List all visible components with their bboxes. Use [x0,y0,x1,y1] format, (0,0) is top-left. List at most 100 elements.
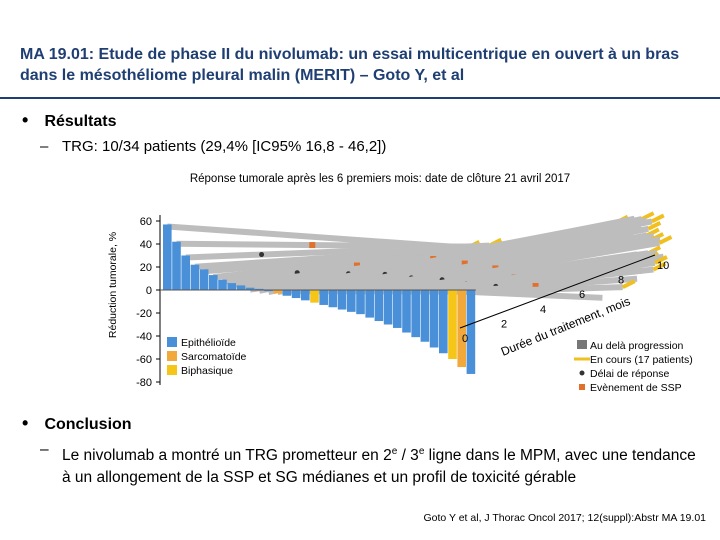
y-tick-label: 20 [140,262,152,274]
patient-bar [264,290,273,292]
results-subline: – TRG: 10/34 patients (29,4% [IC95% 16,8 … [40,138,386,155]
legend-label: En cours (17 patients) [590,354,693,366]
duration-tick-label: 4 [540,304,546,316]
ongoing-arrow [650,213,665,224]
legend-square-icon [579,384,585,390]
histology-legend: Epithélioïde Sarcomatoïde Biphasique [167,337,247,377]
conclusion-heading: Conclusion [44,416,132,433]
legend-label: Epithélioïde [181,337,236,349]
patient-bar [420,290,430,342]
waterfall-chart: Réponse tumorale après les 6 premiers mo… [107,173,693,394]
patient-bar [411,290,420,338]
patient-bar [218,279,227,290]
duration-axis-line [459,254,656,329]
patient-bar [448,290,457,359]
legend-label: Délai de réponse [590,368,670,380]
results-heading: Résultats [44,113,117,130]
patient-bar [172,241,181,290]
legend-dot-icon [579,370,585,376]
legend-label: Evènement de SSP [590,382,682,394]
patient-bar [356,290,365,315]
trg-text: TRG: 10/34 patients (29,4% [IC95% 16,8 -… [62,138,387,155]
y-axis-label: Réduction tumorale, % [107,232,119,338]
patient-bar [273,290,282,294]
citation: Goto Y et al, J Thorac Oncol 2017; 12(su… [423,512,707,524]
patient-bar [328,290,338,308]
duration-tick-label: 8 [618,275,624,287]
dash-icon: – [40,138,49,155]
pfs-event-marker [532,283,539,290]
marker-legend: Au delà progression En cours (17 patients… [574,340,693,394]
duration-tick-label: 0 [462,333,468,345]
duration-tick-label: 2 [501,318,507,330]
superscript-1: e [391,446,398,457]
bullet-dot-icon: • [22,110,29,130]
patient-bar [181,255,190,290]
legend-label: Au delà progression [590,340,684,352]
patient-bar [319,290,328,305]
patient-bar [163,224,172,290]
response-dot [259,252,265,258]
bullet-dot-icon: • [22,413,29,433]
patient-bar [310,290,319,303]
y-tick-label: -60 [136,354,152,366]
patient-bar [236,285,246,290]
ongoing-arrow [658,235,673,245]
legend-gray-bar-icon [577,340,587,349]
legend-swatch [167,337,177,347]
patient-bar [199,269,209,290]
pfs-event-marker [461,260,468,267]
patient-bar [209,275,218,290]
duration-bar [470,289,603,301]
legend-swatch [167,351,177,361]
pfs-event-marker [309,242,316,249]
patient-bar [347,290,356,312]
patient-bar [374,290,384,322]
patient-bar [190,264,200,290]
ongoing-arrow [621,279,636,289]
patient-bar [337,290,347,310]
y-tick-label: 60 [140,216,152,228]
conclusion-bullet: • Conclusion [22,413,132,434]
dash-icon: – [40,441,49,458]
ongoing-arrow [654,255,668,265]
patient-bar [457,290,466,368]
legend-swatch [167,365,177,375]
duration-plane [167,211,673,301]
conclusion-part-3: ligne dans le MPM, avec une tendance à u… [62,447,696,487]
legend-label: Sarcomatoïde [181,351,247,363]
superscript-2: e [418,446,425,457]
results-bullet: • Résultats [22,110,116,131]
y-tick-label: -40 [136,331,152,343]
patient-bar [439,290,448,354]
title-divider [0,97,720,99]
patient-bar [282,290,292,296]
duration-tick-label: 6 [579,289,585,301]
ongoing-arrow [647,221,662,231]
patient-bar [365,290,374,318]
y-tick-label: -80 [136,377,152,389]
conclusion-part-1: Le nivolumab a montré un TRG prometteur … [62,447,392,465]
pfs-event-marker [353,262,360,269]
tumor-bars [163,224,476,374]
patient-bar [466,290,476,374]
y-tick-label: 40 [140,239,152,251]
patient-bar [402,290,411,333]
y-tick-label: 0 [146,285,152,297]
patient-bar [429,290,439,348]
patient-bar [227,283,236,290]
chart-title: Réponse tumorale après les 6 premiers mo… [190,173,570,185]
slide-title: MA 19.01: Etude de phase II du nivolumab… [20,46,680,84]
legend-label: Biphasique [181,365,233,377]
patient-bar [383,290,393,325]
y-tick-label: -20 [136,308,152,320]
conclusion-part-2: / 3 [397,447,419,465]
patient-bar [393,290,402,328]
conclusion-text: Le nivolumab a montré un TRG prometteur … [62,441,702,489]
patient-bar [255,288,264,290]
patient-bar [301,290,310,301]
patient-bar [291,290,301,299]
duration-tick-label: 10 [657,260,669,272]
ongoing-arrow [652,261,667,272]
y-axis: 60 40 20 0 -20 -40 -60 -80 [136,215,476,389]
